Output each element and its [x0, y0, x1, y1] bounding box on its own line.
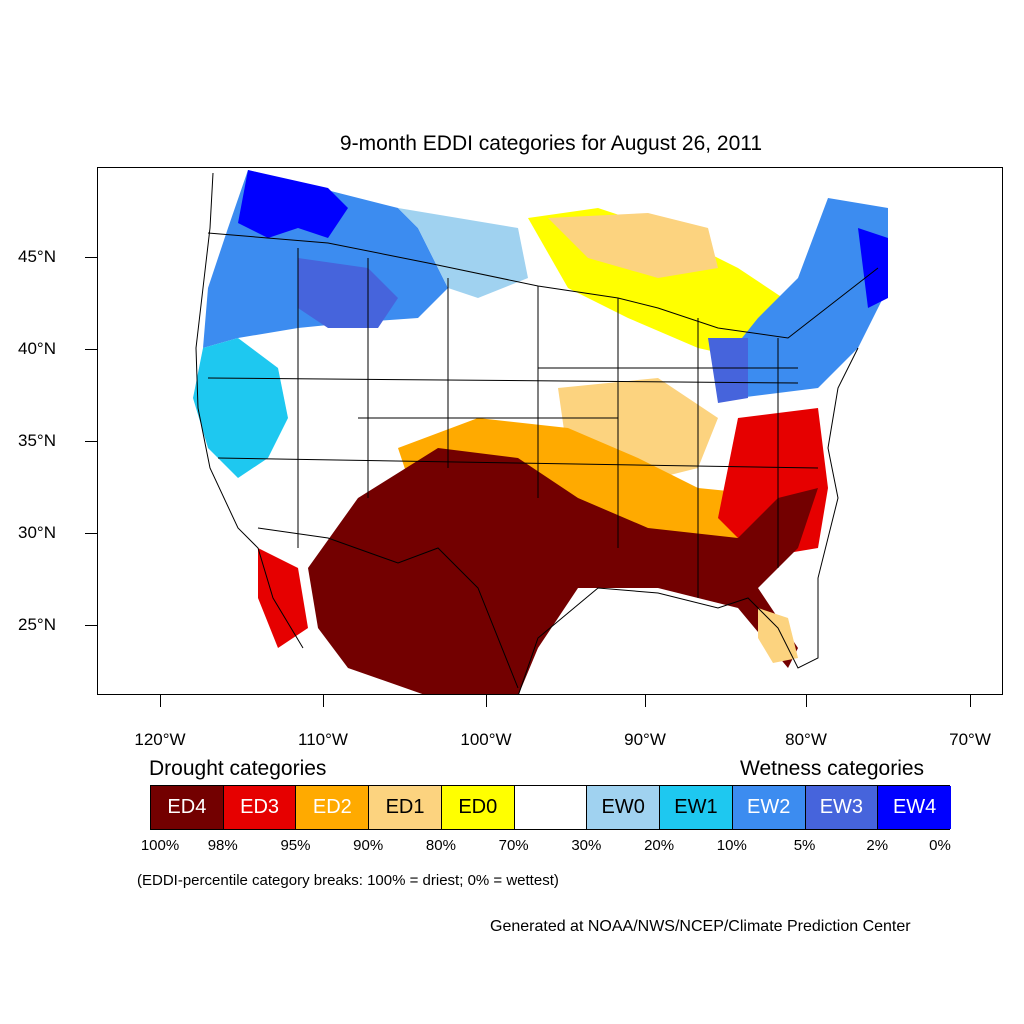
lon-label: 120°W	[134, 730, 186, 749]
percentile-label: 10%	[716, 837, 747, 854]
lat-tick	[85, 257, 97, 258]
percentile-label: 30%	[571, 837, 602, 854]
percentile-label: 98%	[207, 837, 238, 854]
map-panel	[97, 167, 1003, 695]
lat-label: 30°N	[18, 523, 56, 542]
percentile-label: 5%	[793, 837, 816, 854]
legend-swatch-ed0: ED0	[441, 786, 515, 829]
region-ew0	[398, 208, 528, 298]
legend-swatch-ed2: ED2	[296, 786, 370, 829]
legend-swatch-ed1: ED1	[369, 786, 442, 829]
lon-label: 100°W	[460, 730, 512, 749]
lon-label: 80°W	[785, 730, 827, 749]
legend-swatch-ew1: EW1	[660, 786, 733, 829]
region-lakes-ew3	[708, 338, 748, 403]
lon-tick	[970, 695, 971, 707]
legend-swatch-ed4: ED4	[151, 786, 224, 829]
lon-label: 110°W	[298, 730, 348, 749]
legend-swatch-ew0: EW0	[587, 786, 661, 829]
region-west-ed3	[258, 548, 308, 648]
map-title: 9-month EDDI categories for August 26, 2…	[339, 132, 763, 155]
category-note: (EDDI-percentile category breaks: 100% =…	[137, 872, 559, 889]
region-west-ew1	[193, 338, 288, 478]
region-ne-ew4	[858, 228, 888, 308]
wetness-heading: Wetness categories	[740, 757, 925, 780]
lat-label: 25°N	[18, 615, 56, 634]
percentile-label: 95%	[280, 837, 311, 854]
lat-tick	[85, 533, 97, 534]
legend-swatch-ed3: ED3	[223, 786, 297, 829]
lon-tick	[486, 695, 487, 707]
category-regions	[193, 170, 888, 694]
lat-tick	[85, 625, 97, 626]
percentile-label: 20%	[644, 837, 675, 854]
region-nw-ew3	[298, 258, 398, 328]
legend-swatch-ew4: EW4	[878, 786, 951, 829]
mexico-border	[257, 527, 519, 689]
percentile-label: 90%	[353, 837, 384, 854]
lon-tick	[323, 695, 324, 707]
lat-tick	[85, 441, 97, 442]
lon-tick	[160, 695, 161, 707]
boundary-lines	[195, 172, 879, 694]
legend-swatch-ew2: EW2	[732, 786, 806, 829]
category-legend: ED4 ED3 ED2 ED1 ED0 EW0 EW1 EW2 EW3 EW4	[150, 785, 951, 830]
region-south-ed4	[308, 448, 818, 694]
region-north-ed1	[548, 213, 718, 278]
lat-label: 40°N	[18, 339, 56, 358]
lon-label: 70°W	[949, 730, 991, 749]
credit-line: Generated at NOAA/NWS/NCEP/Climate Predi…	[490, 918, 911, 935]
legend-swatch-ew3: EW3	[805, 786, 879, 829]
west-coast-outline	[195, 172, 304, 649]
region-nw-ew4	[238, 170, 348, 238]
lat-label: 45°N	[18, 247, 56, 266]
lat-label: 35°N	[18, 431, 56, 450]
percentile-label: 0%	[929, 837, 951, 854]
gulf-coast-outline	[518, 347, 859, 694]
legend-swatch-normal	[514, 786, 588, 829]
lon-tick	[645, 695, 646, 707]
lon-tick	[806, 695, 807, 707]
lon-label: 90°W	[624, 730, 666, 749]
drought-heading: Drought categories	[149, 757, 327, 780]
percentile-label: 100%	[140, 837, 180, 854]
percentile-label: 70%	[498, 837, 529, 854]
lat-tick	[85, 349, 97, 350]
percentile-label: 2%	[866, 837, 889, 854]
region-ne-ew2	[718, 198, 888, 398]
region-florida-ed1	[758, 608, 798, 663]
percentile-label: 80%	[425, 837, 456, 854]
eddi-map	[193, 170, 888, 694]
